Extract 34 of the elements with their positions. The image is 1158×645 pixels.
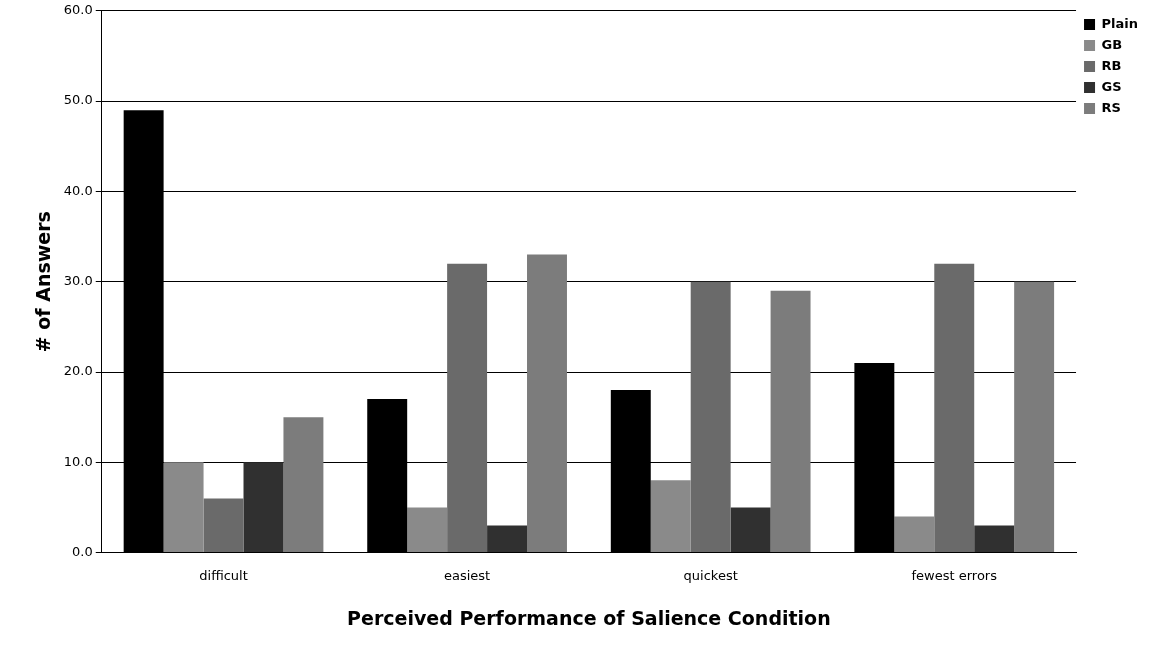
bar <box>1014 281 1055 553</box>
x-tick-label: easiest <box>443 567 491 583</box>
bar <box>283 417 324 553</box>
x-tick-label: quickest <box>683 567 738 583</box>
legend-label: Plain <box>1101 15 1138 31</box>
bar <box>650 480 691 553</box>
bar <box>730 507 771 553</box>
bar <box>203 498 244 553</box>
bar <box>527 254 567 553</box>
y-tick-label: 40.0 <box>63 182 93 198</box>
bar <box>487 525 528 553</box>
bar <box>934 263 975 553</box>
bar <box>690 281 731 553</box>
bar <box>163 462 204 553</box>
y-tick-label: 20.0 <box>63 363 93 379</box>
legend-label: RB <box>1101 57 1122 73</box>
legend-label: RS <box>1101 99 1121 115</box>
bar <box>894 516 935 553</box>
bar <box>770 290 811 553</box>
bar <box>407 507 448 553</box>
legend-label: GS <box>1101 78 1122 94</box>
x-tick-label: difficult <box>199 567 248 583</box>
bar <box>974 525 1015 553</box>
y-tick-label: 10.0 <box>63 453 93 469</box>
bar <box>243 462 284 553</box>
y-tick-label: 0.0 <box>72 543 93 559</box>
x-tick-label: fewest errors <box>911 567 998 583</box>
legend-label: GB <box>1101 36 1123 52</box>
x-axis-title: Perceived Performance of Salience Condition <box>347 606 831 629</box>
bar <box>447 263 488 553</box>
y-tick-label: 60.0 <box>63 2 93 18</box>
y-tick-label: 50.0 <box>63 92 93 108</box>
y-tick-label: 30.0 <box>63 273 93 289</box>
y-axis-title: # of Answers <box>32 211 55 353</box>
